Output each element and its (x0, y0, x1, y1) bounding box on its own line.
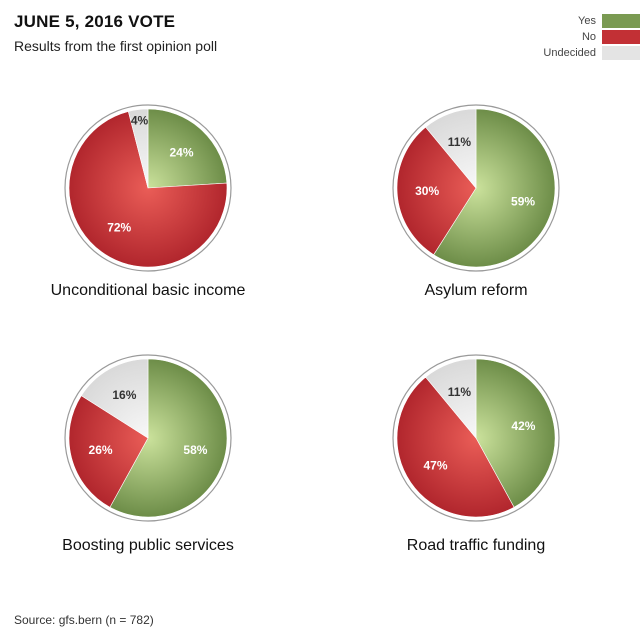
slice-yes (147, 108, 228, 189)
slice-no (68, 395, 149, 508)
legend: Yes No Undecided (500, 13, 640, 61)
chart-title: JUNE 5, 2016 VOTE (14, 12, 176, 31)
slice-label-yes: 59% (511, 195, 535, 209)
slice-label-no: 72% (107, 221, 131, 235)
legend-label-yes: Yes (578, 14, 596, 27)
slice-label-no: 47% (423, 459, 447, 473)
legend-swatch-yes (602, 13, 640, 28)
legend-label-no: No (581, 30, 596, 43)
legend-swatch-undecided (602, 45, 640, 60)
slice-no (396, 126, 477, 256)
pie-road-traffic-funding: 42% 47% 11% Road traffic funding (392, 354, 560, 554)
legend-swatch-no (602, 29, 640, 44)
slice-label-undecided: 4% (131, 114, 149, 128)
slice-no (396, 376, 515, 518)
slice-yes (433, 108, 556, 268)
slice-no (68, 111, 228, 268)
source-note: Source: gfs.bern (n = 782) (14, 613, 154, 627)
slice-label-yes: 42% (511, 419, 535, 433)
pie-title: Unconditional basic income (51, 282, 246, 299)
slice-label-undecided: 11% (448, 135, 472, 149)
slice-yes (109, 358, 228, 518)
legend-label-undecided: Undecided (543, 46, 596, 59)
pie-title: Boosting public services (62, 537, 234, 554)
slice-undecided (425, 358, 477, 439)
slice-label-yes: 24% (170, 145, 194, 159)
slice-label-undecided: 16% (112, 388, 136, 402)
slice-undecided (80, 358, 149, 439)
slice-label-undecided: 11% (448, 385, 472, 399)
slice-yes (475, 358, 556, 508)
legend-item-no: No (500, 29, 640, 44)
pie-title: Road traffic funding (407, 537, 545, 554)
pie-title: Asylum reform (424, 282, 527, 299)
pie-unconditional-basic-income: 24% 72% 4% Unconditional basic income (51, 104, 246, 299)
pie-boosting-public-services: 58% 26% 16% Boosting public services (62, 354, 234, 554)
slice-undecided (425, 108, 477, 189)
slice-undecided (127, 108, 149, 189)
slice-label-yes: 58% (183, 443, 207, 457)
legend-item-undecided: Undecided (500, 45, 640, 60)
pie-asylum-reform: 59% 30% 11% Asylum reform (392, 104, 560, 299)
legend-item-yes: Yes (500, 13, 640, 28)
slice-label-no: 26% (89, 443, 113, 457)
slice-label-no: 30% (415, 184, 439, 198)
chart-subtitle: Results from the first opinion poll (14, 38, 218, 54)
